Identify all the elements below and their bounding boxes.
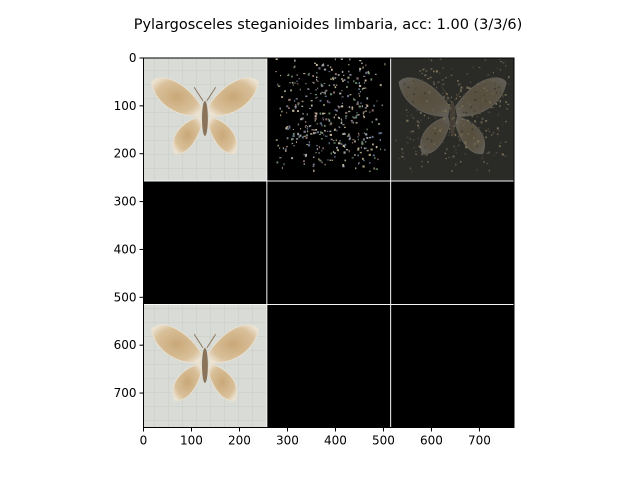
x-tick-label: 300 [276,434,299,448]
x-tick-label: 500 [372,434,395,448]
noise-0-1 [275,58,386,172]
grid-cell-1-1 [267,181,391,305]
y-tick-label: 600 [114,338,137,352]
grid-cell-2-1 [267,304,391,428]
axes-frame [143,57,515,428]
x-tick-label: 0 [140,434,148,448]
noise-0-2 [395,58,510,173]
y-tick-label: 100 [114,99,137,113]
noise-layer [275,58,510,173]
grid-cell-1-0 [143,181,267,305]
chart-title: Pylargosceles steganioides limbaria, acc… [133,17,523,33]
y-tick-label: 200 [114,147,137,161]
grid-cell-1-2 [391,181,514,305]
grid-cell-0-0 [143,58,267,181]
x-tick-label: 400 [324,434,347,448]
y-axis: 0 100 200 300 400 500 600 700 [114,51,144,400]
y-tick-label: 400 [114,242,137,256]
y-tick-label: 700 [114,386,137,400]
x-tick-label: 200 [228,434,251,448]
x-axis: 0 100 200 300 400 500 600 700 [140,427,491,448]
y-tick-label: 300 [114,195,137,209]
x-tick-label: 100 [180,434,203,448]
grid-cell-2-0 [143,304,267,428]
cells-layer [143,58,514,428]
x-tick-label: 700 [468,434,491,448]
y-tick-label: 0 [129,51,137,65]
grid-cell-2-2 [391,304,514,428]
y-tick-label: 500 [114,290,137,304]
x-tick-label: 600 [420,434,443,448]
